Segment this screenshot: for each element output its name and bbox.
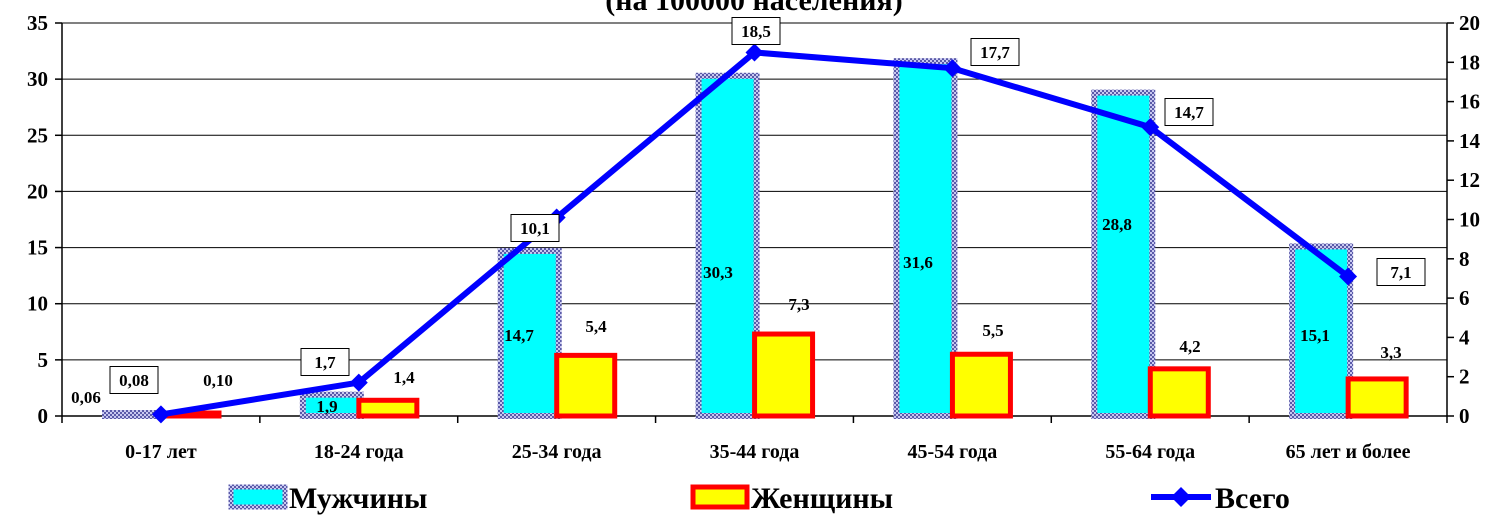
y-left-tick-label: 0 (38, 404, 49, 428)
x-tick-label: 65 лет и более (1286, 441, 1411, 463)
y-right-tick-label: 16 (1459, 90, 1480, 114)
label-total-box (731, 17, 781, 45)
legend-marker-total (1171, 487, 1191, 507)
legend-label-women: Женщины (751, 482, 893, 515)
label-men: 14,7 (504, 326, 534, 345)
bar-men (695, 72, 760, 419)
y-left-tick-label: 25 (27, 123, 48, 147)
label-women: 5,5 (982, 321, 1003, 340)
label-total-box (300, 348, 350, 376)
marker-total (1339, 267, 1358, 286)
label-women: 0,10 (203, 371, 233, 390)
label-total: 1,7 (314, 353, 336, 372)
bar-women (1147, 366, 1211, 419)
bar-women (554, 352, 618, 419)
bar-men (893, 58, 958, 419)
marker-total (349, 373, 368, 392)
label-women: 1,4 (393, 368, 415, 387)
label-women: 7,3 (788, 295, 809, 314)
y-right-tick-label: 2 (1459, 365, 1470, 389)
y-left-tick-label: 5 (38, 348, 49, 372)
label-men: 30,3 (703, 263, 733, 282)
legend-label-men: Мужчины (289, 482, 427, 515)
legend-swatch-men (228, 484, 288, 510)
axes: 0 5 10 15 20 25 30 35 0 2 4 6 8 10 12 14 16 18 20 0-17 лет 1… (27, 11, 1481, 463)
y-left-tick-label: 30 (27, 67, 48, 91)
y-right-tick-label: 14 (1459, 129, 1481, 153)
label-total-box (510, 214, 560, 242)
label-men: 15,1 (1300, 326, 1330, 345)
label-total: 17,7 (980, 43, 1010, 62)
marker-total (151, 405, 170, 424)
bar-women (356, 397, 420, 419)
bar-women (1345, 376, 1409, 419)
x-tick-label: 25-34 года (512, 441, 602, 463)
y-right-tick-label: 12 (1459, 168, 1480, 192)
label-women: 5,4 (585, 317, 607, 336)
label-men: 28,8 (1102, 215, 1132, 234)
bar-men (1289, 243, 1354, 419)
legend-swatch-women (690, 484, 750, 510)
label-total: 10,1 (520, 219, 550, 238)
label-men: 0,06 (71, 388, 101, 407)
chart-title: (на 100000 населения) (605, 0, 903, 17)
y-left-tick-label: 20 (27, 179, 48, 203)
label-women: 3,3 (1380, 343, 1401, 362)
label-total: 7,1 (1390, 263, 1411, 282)
bar-women (949, 351, 1013, 419)
label-total-box (1376, 258, 1426, 286)
marker-total (745, 43, 764, 62)
x-tick-label: 0-17 лет (125, 441, 197, 463)
label-men: 31,6 (903, 253, 933, 272)
legend-label-total: Всего (1215, 482, 1290, 515)
bar-men (497, 247, 562, 419)
y-right-tick-label: 4 (1459, 325, 1470, 349)
y-right-tick-label: 6 (1459, 286, 1470, 310)
label-total-box (109, 366, 159, 394)
y-right-tick-label: 0 (1459, 404, 1470, 428)
x-tick-label: 35-44 года (710, 441, 800, 463)
bars (102, 58, 1409, 419)
y-left-tick-label: 10 (27, 292, 48, 316)
x-tick-label: 18-24 года (314, 441, 404, 463)
x-tick-label: 55-64 года (1105, 441, 1195, 463)
legend: Мужчины Женщины Всего (228, 482, 1290, 515)
label-total: 14,7 (1174, 103, 1204, 122)
y-right-tick-label: 20 (1459, 11, 1480, 35)
bar-women (752, 331, 816, 419)
y-right-tick-label: 10 (1459, 208, 1480, 232)
bar-men (1091, 89, 1156, 419)
x-tick-label: 45-54 года (907, 441, 997, 463)
marker-total (943, 59, 962, 78)
y-left-tick-label: 15 (27, 236, 48, 260)
marker-total (1141, 118, 1160, 137)
label-total-box (1164, 98, 1214, 126)
y-left-tick-label: 35 (27, 11, 48, 35)
y-right-tick-label: 8 (1459, 247, 1470, 271)
label-total-box (970, 38, 1020, 66)
data-labels: 0,06 1,9 14,7 30,3 31,6 28,8 15,1 0,10 1,4 5,4 7,3… (71, 17, 1426, 416)
label-men: 1,9 (316, 397, 337, 416)
label-total: 0,08 (119, 371, 149, 390)
label-total: 18,5 (741, 22, 771, 41)
y-right-tick-label: 18 (1459, 50, 1480, 74)
label-women: 4,2 (1179, 337, 1200, 356)
